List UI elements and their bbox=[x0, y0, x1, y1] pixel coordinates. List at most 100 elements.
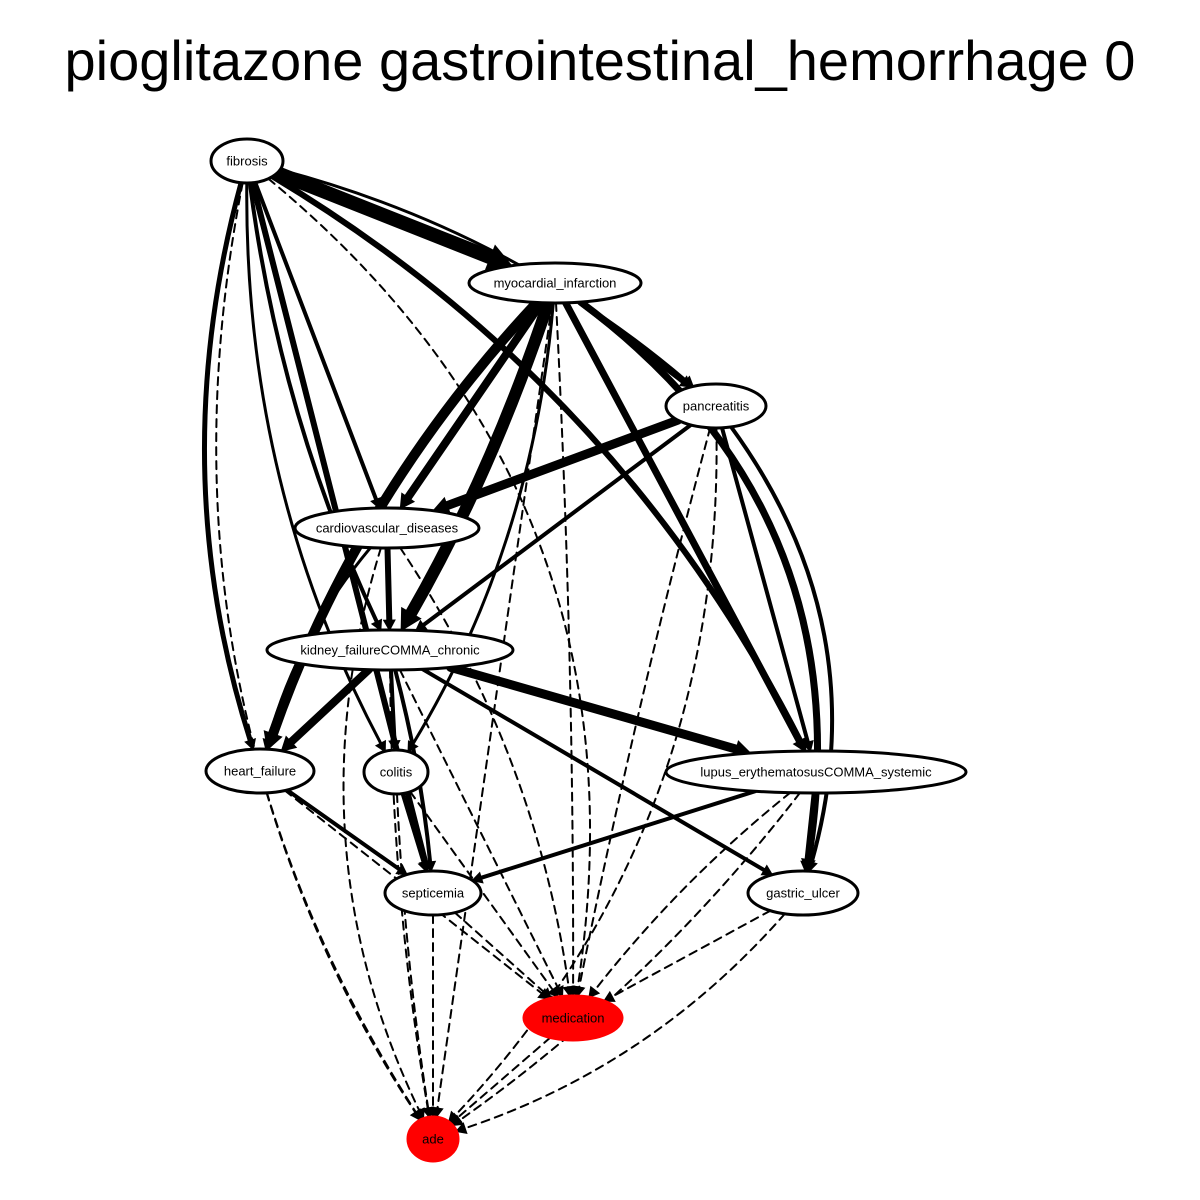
edge-colitis-to-medication bbox=[409, 790, 554, 991]
node-label-lupus: lupus_erythematosusCOMMA_systemic bbox=[700, 765, 932, 780]
edge-septicemia-to-medication bbox=[453, 911, 546, 994]
edge-gastric_ulcer-to-medication bbox=[611, 909, 772, 998]
arrowhead-septicemia-to-ade bbox=[426, 1107, 440, 1119]
edge-cardiovascular_diseases-to-medication bbox=[399, 546, 570, 989]
node-label-ade: ade bbox=[422, 1132, 444, 1147]
edge-kidney_failure_chronic-to-medication bbox=[398, 668, 560, 990]
arrowhead-lupus-to-gastric_ulcer bbox=[800, 860, 813, 873]
arrowhead-kidney_failure_chronic-to-gastric_ulcer bbox=[760, 864, 774, 876]
edge-pancreatitis-to-lupus bbox=[720, 425, 810, 745]
node-label-septicemia: septicemia bbox=[402, 886, 465, 901]
edge-kidney_failure_chronic-to-lupus bbox=[446, 662, 741, 754]
node-label-fibrosis: fibrosis bbox=[226, 154, 268, 169]
node-label-pancreatitis: pancreatitis bbox=[683, 399, 750, 414]
node-myocardial_infarction: myocardial_infarction bbox=[467, 261, 643, 305]
edge-myocardial_infarction-to-colitis bbox=[411, 301, 555, 746]
edge-cardiovascular_diseases-to-kidney_failure_chronic bbox=[384, 545, 393, 624]
node-label-cardiovascular_diseases: cardiovascular_diseases bbox=[316, 521, 459, 536]
node-shape-cardiovascular_diseases bbox=[293, 506, 481, 550]
edge-heart_failure-to-ade bbox=[265, 791, 417, 1114]
edge-pancreatitis-to-gastric_ulcer bbox=[729, 425, 835, 865]
arrowhead-gastric_ulcer-to-medication bbox=[602, 990, 616, 1002]
edge-lupus-to-septicemia bbox=[479, 789, 758, 880]
node-label-myocardial_infarction: myocardial_infarction bbox=[494, 276, 617, 291]
arrowhead-pancreatitis-to-medication bbox=[573, 985, 586, 998]
node-septicemia: septicemia bbox=[383, 869, 483, 917]
node-medication: medication bbox=[522, 994, 624, 1042]
node-shape-pancreatitis bbox=[664, 382, 768, 430]
node-heart_failure: heart_failure bbox=[204, 747, 316, 795]
edge-pancreatitis-to-kidney_failure_chronic bbox=[421, 423, 693, 628]
edge-pancreatitis-to-ade bbox=[454, 427, 718, 1117]
edge-myocardial_infarction-to-ade bbox=[436, 302, 554, 1110]
node-label-kidney_failure_chronic: kidney_failureCOMMA_chronic bbox=[300, 643, 480, 658]
arrowhead-gastric_ulcer-to-ade bbox=[454, 1122, 468, 1134]
node-shape-gastric_ulcer bbox=[746, 869, 860, 917]
edge-myocardial_infarction-to-lupus bbox=[562, 299, 803, 745]
edge-heart_failure-to-medication bbox=[283, 789, 543, 995]
edge-pancreatitis-to-cardiovascular_diseases bbox=[442, 415, 683, 511]
node-fibrosis: fibrosis bbox=[209, 137, 285, 185]
edge-fibrosis-to-myocardial_infarction bbox=[270, 166, 498, 265]
arrowhead-cardiovascular_diseases-to-kidney_failure_chronic bbox=[382, 619, 396, 632]
edge-pancreatitis-to-medication bbox=[578, 426, 712, 989]
arrowhead-heart_failure-to-ade bbox=[409, 1108, 422, 1122]
edge-colitis-to-ade bbox=[396, 793, 430, 1110]
edge-fibrosis-to-cardiovascular_diseases bbox=[253, 180, 379, 502]
edge-gastric_ulcer-to-ade bbox=[463, 912, 786, 1130]
edge-lupus-to-gastric_ulcer bbox=[804, 791, 816, 865]
arrowhead-medication-to-ade bbox=[449, 1112, 463, 1125]
arrowhead-fibrosis-to-colitis bbox=[374, 739, 386, 753]
node-label-medication: medication bbox=[542, 1011, 605, 1026]
graph-title: pioglitazone gastrointestinal_hemorrhage… bbox=[64, 29, 1136, 92]
node-shape-ade bbox=[406, 1115, 460, 1163]
arrowhead-kidney_failure_chronic-to-heart_failure bbox=[280, 735, 298, 752]
arrowhead-lupus-to-septicemia bbox=[471, 871, 484, 884]
node-label-heart_failure: heart_failure bbox=[224, 764, 296, 779]
edge-kidney_failure_chronic-to-colitis bbox=[389, 668, 397, 743]
nodes-layer: fibrosis myocardial_infarction pancreatiti… bbox=[204, 137, 968, 1163]
node-shape-septicemia bbox=[383, 869, 483, 917]
arrowhead-fibrosis-to-kidney_failure_chronic bbox=[370, 618, 383, 632]
node-shape-medication bbox=[522, 994, 624, 1042]
edge-lupus-to-ade bbox=[458, 791, 801, 1122]
node-shape-heart_failure bbox=[204, 747, 316, 795]
edge-colitis-to-septicemia bbox=[400, 791, 426, 865]
edge-fibrosis-to-colitis bbox=[245, 181, 383, 745]
edge-myocardial_infarction-to-cardiovascular_diseases bbox=[403, 298, 546, 502]
node-colitis: colitis bbox=[362, 748, 430, 796]
node-shape-kidney_failure_chronic bbox=[265, 628, 515, 672]
edge-kidney_failure_chronic-to-heart_failure bbox=[287, 665, 373, 747]
arrowhead-myocardial_infarction-to-kidney_failure_chronic bbox=[400, 606, 422, 632]
edges-layer bbox=[202, 166, 835, 1134]
arrowhead-lupus-to-medication bbox=[588, 985, 601, 999]
node-shape-colitis bbox=[362, 748, 430, 796]
node-ade: ade bbox=[406, 1115, 460, 1163]
edge-heart_failure-to-septicemia bbox=[285, 788, 402, 872]
edge-medication-to-ade bbox=[456, 1036, 552, 1119]
node-cardiovascular_diseases: cardiovascular_diseases bbox=[293, 506, 481, 550]
edge-lupus-to-medication bbox=[593, 791, 792, 992]
edge-fibrosis-to-heart_failure bbox=[202, 180, 253, 744]
edge-kidney_failure_chronic-to-gastric_ulcer bbox=[420, 667, 767, 873]
arrowhead-colitis-to-medication bbox=[547, 985, 559, 999]
arrowhead-septicemia-to-medication bbox=[539, 987, 553, 1000]
arrowhead-cardiovascular_diseases-to-medication bbox=[562, 985, 575, 998]
arrowhead-myocardial_infarction-to-cardiovascular_diseases bbox=[399, 492, 416, 510]
node-shape-lupus bbox=[664, 749, 968, 795]
node-shape-fibrosis bbox=[209, 137, 285, 185]
arrowhead-pancreatitis-to-lupus bbox=[801, 739, 814, 753]
node-label-colitis: colitis bbox=[380, 765, 413, 780]
arrowhead-colitis-to-septicemia bbox=[417, 860, 430, 873]
node-kidney_failure_chronic: kidney_failureCOMMA_chronic bbox=[265, 628, 515, 672]
node-pancreatitis: pancreatitis bbox=[664, 382, 768, 430]
edge-fibrosis-to-pancreatitis bbox=[278, 168, 688, 383]
node-shape-myocardial_infarction bbox=[467, 261, 643, 305]
arrowhead-myocardial_infarction-to-pancreatitis bbox=[678, 375, 693, 388]
arrowhead-cardiovascular_diseases-to-heart_failure bbox=[262, 738, 275, 751]
edge-myocardial_infarction-to-medication bbox=[555, 302, 575, 988]
node-label-gastric_ulcer: gastric_ulcer bbox=[766, 886, 840, 901]
node-lupus: lupus_erythematosusCOMMA_systemic bbox=[664, 749, 968, 795]
edge-fibrosis-to-ade bbox=[215, 181, 417, 1114]
